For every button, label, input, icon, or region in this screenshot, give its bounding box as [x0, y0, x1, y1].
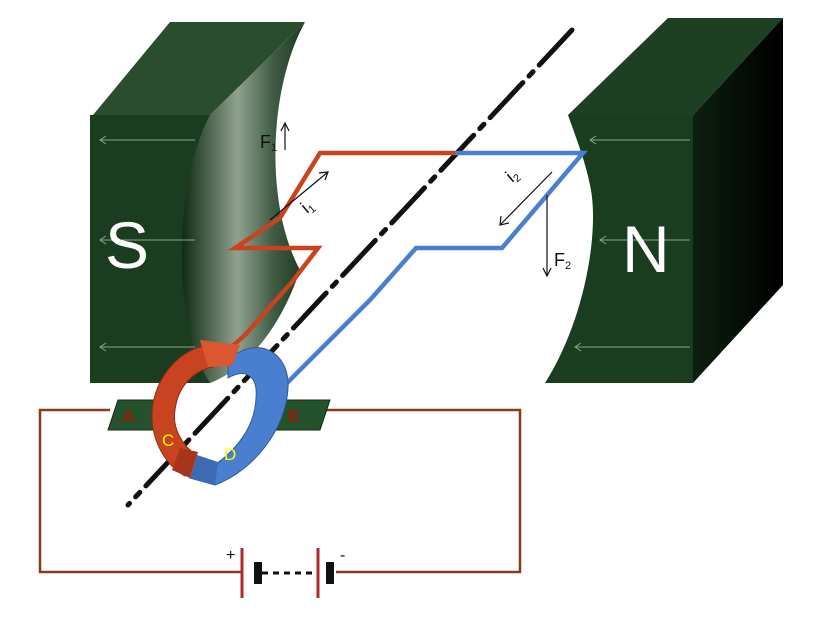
commutator-ring-c-top [200, 340, 240, 367]
commutator-ring-c-end [172, 448, 198, 478]
south-magnet: S [90, 22, 305, 383]
i2-arrow [499, 171, 553, 226]
north-magnet-side [693, 18, 783, 383]
f2-arrowhead [542, 267, 552, 278]
axis-line [125, 27, 575, 508]
annotations: F1 i1 i2 F2 [260, 121, 571, 278]
south-magnet-top [93, 22, 305, 115]
f1-label: F1 [260, 132, 277, 154]
circuit-wire-right [325, 408, 522, 574]
commutator: C D [151, 340, 289, 486]
north-magnet: N [545, 18, 783, 383]
coil-blue-side [283, 150, 588, 387]
external-circuit [38, 408, 522, 574]
commutator-d-label: D [224, 445, 236, 464]
battery-plate-1 [254, 562, 262, 584]
commutator-c-label: C [162, 431, 174, 450]
commutator-ring-d-end [190, 455, 218, 485]
brush-a-label: A [123, 407, 135, 426]
battery-minus-label: - [340, 547, 345, 564]
north-magnet-front [545, 115, 693, 383]
south-pole-face [181, 22, 305, 383]
i1-arrowhead [318, 171, 329, 181]
battery-plus-label: + [226, 547, 235, 564]
north-magnet-top [568, 18, 783, 115]
i1-label: i1 [297, 195, 319, 218]
i2-arrowhead [499, 215, 510, 226]
south-pole-label: S [105, 208, 149, 282]
circuit-wire-left [38, 408, 242, 574]
battery-plate-negative [326, 562, 334, 584]
rotation-axis [125, 27, 575, 508]
battery: + - [226, 547, 345, 598]
f2-label: F2 [554, 250, 571, 272]
commutator-ring-c [151, 344, 214, 477]
i2-label: i2 [502, 164, 524, 187]
brush-b-label: B [288, 407, 299, 426]
commutator-ring-d [188, 347, 289, 486]
i1-arrow [269, 171, 329, 221]
f1-arrowhead [280, 121, 290, 132]
north-pole-label: N [622, 212, 670, 286]
coil-red-side [226, 150, 455, 352]
coil [226, 150, 588, 387]
